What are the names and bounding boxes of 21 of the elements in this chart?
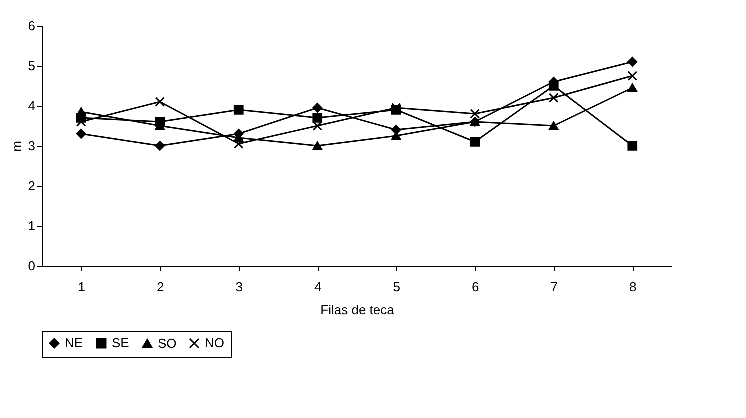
y-axis-title: m	[9, 141, 24, 152]
y-tick-label: 0	[28, 258, 36, 274]
legend-label: NE	[65, 336, 84, 351]
x-tick-label: 4	[314, 280, 322, 294]
x-axis-title: Filas de teca	[320, 302, 396, 318]
y-tick-label: 6	[28, 18, 36, 34]
x-tick-label: 5	[393, 280, 400, 294]
x-tick-label: 7	[550, 280, 558, 294]
legend-label: SO	[158, 336, 177, 351]
y-tick-label: 4	[28, 98, 36, 114]
y-tick-label: 2	[28, 178, 36, 194]
y-tick-label: 3	[28, 138, 36, 154]
y-tick-label: 1	[28, 218, 36, 234]
x-tick-label: 8	[630, 280, 637, 294]
legend-label: NO	[205, 336, 224, 351]
x-tick-label: 1	[78, 280, 86, 294]
x-tick-label: 6	[472, 280, 480, 294]
y-tick-label: 5	[28, 58, 36, 74]
x-tick-label: 3	[236, 280, 243, 294]
x-tick-label: 2	[157, 280, 164, 294]
legend-label: SE	[112, 336, 130, 351]
